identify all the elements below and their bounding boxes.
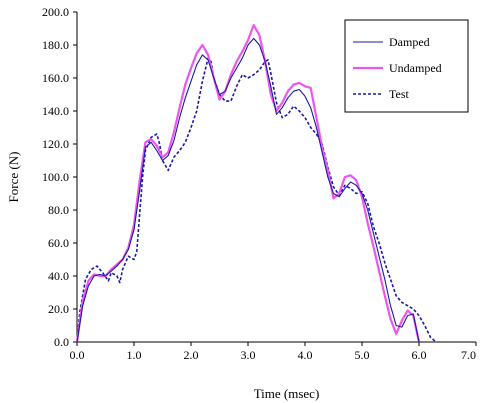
x-tick-label: 7.0 (461, 348, 476, 362)
y-tick-label: 80.0 (48, 203, 69, 217)
y-tick-label: 40.0 (48, 269, 69, 283)
legend-label: Test (389, 87, 409, 101)
series-line-undamped (75, 24, 421, 343)
y-tick-label: 200.0 (42, 5, 69, 19)
x-tick-label: 0.0 (70, 348, 85, 362)
y-tick-label: 180.0 (42, 38, 69, 52)
y-tick-label: 100.0 (42, 170, 69, 184)
legend-box (344, 19, 469, 113)
x-axis-title: Time (msec) (254, 386, 320, 401)
series-lines (75, 24, 437, 343)
legend: Damped Undamped Test (344, 19, 469, 113)
axes: 0.0 20.0 40.0 60.0 80.0 100.0 120.0 140.0 160.0 1… (42, 5, 477, 362)
x-tick-label: 1.0 (127, 348, 142, 362)
legend-label: Undamped (389, 61, 442, 75)
y-tick-label: 160.0 (42, 71, 69, 85)
x-tick-label: 6.0 (412, 348, 427, 362)
y-tick-label: 60.0 (48, 236, 69, 250)
legend-label: Damped (389, 35, 430, 49)
series-line-damped (76, 37, 420, 343)
x-tick-label: 4.0 (298, 348, 313, 362)
y-axis-title: Force (N) (6, 152, 21, 203)
y-tick-label: 0.0 (54, 335, 69, 349)
x-tick-label: 2.0 (184, 348, 199, 362)
y-tick-label: 120.0 (42, 137, 69, 151)
x-tick-label: 5.0 (355, 348, 370, 362)
x-tick-label: 3.0 (241, 348, 256, 362)
y-tick-label: 20.0 (48, 302, 69, 316)
y-tick-label: 140.0 (42, 104, 69, 118)
